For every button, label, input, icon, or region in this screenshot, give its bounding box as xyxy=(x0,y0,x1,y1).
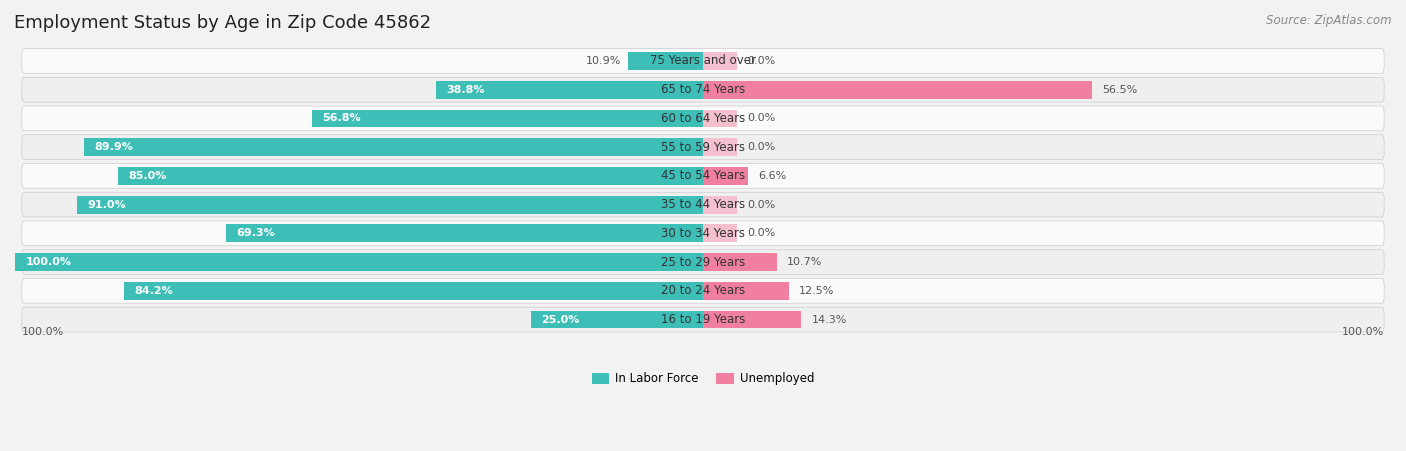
Text: 60 to 64 Years: 60 to 64 Years xyxy=(661,112,745,125)
Bar xyxy=(124,282,703,300)
FancyBboxPatch shape xyxy=(22,49,1384,74)
Text: 0.0%: 0.0% xyxy=(748,228,776,239)
Bar xyxy=(703,311,801,328)
Bar xyxy=(118,167,703,185)
Text: Employment Status by Age in Zip Code 45862: Employment Status by Age in Zip Code 458… xyxy=(14,14,432,32)
Text: 6.6%: 6.6% xyxy=(759,171,787,181)
Legend: In Labor Force, Unemployed: In Labor Force, Unemployed xyxy=(586,367,820,391)
Text: 35 to 44 Years: 35 to 44 Years xyxy=(661,198,745,211)
Bar xyxy=(15,253,703,271)
Text: 10.7%: 10.7% xyxy=(787,257,823,267)
Text: 10.9%: 10.9% xyxy=(586,56,621,66)
Text: 12.5%: 12.5% xyxy=(800,286,835,296)
Text: 25.0%: 25.0% xyxy=(541,314,579,325)
FancyBboxPatch shape xyxy=(22,221,1384,246)
Text: 45 to 54 Years: 45 to 54 Years xyxy=(661,170,745,182)
Bar xyxy=(703,282,789,300)
FancyBboxPatch shape xyxy=(22,106,1384,131)
Text: 25 to 29 Years: 25 to 29 Years xyxy=(661,256,745,269)
FancyBboxPatch shape xyxy=(22,77,1384,102)
Text: 30 to 34 Years: 30 to 34 Years xyxy=(661,227,745,240)
Bar xyxy=(312,110,703,127)
Bar xyxy=(703,52,737,70)
FancyBboxPatch shape xyxy=(22,135,1384,160)
Bar xyxy=(226,225,703,242)
FancyBboxPatch shape xyxy=(22,192,1384,217)
Text: 100.0%: 100.0% xyxy=(22,327,65,337)
Bar xyxy=(628,52,703,70)
Text: 56.8%: 56.8% xyxy=(322,113,361,124)
Bar xyxy=(703,138,737,156)
Text: 55 to 59 Years: 55 to 59 Years xyxy=(661,141,745,154)
Text: 0.0%: 0.0% xyxy=(748,142,776,152)
Text: Source: ZipAtlas.com: Source: ZipAtlas.com xyxy=(1267,14,1392,27)
Bar xyxy=(703,110,737,127)
FancyBboxPatch shape xyxy=(22,250,1384,275)
Text: 56.5%: 56.5% xyxy=(1102,85,1137,95)
Bar xyxy=(84,138,703,156)
Text: 100.0%: 100.0% xyxy=(1341,327,1384,337)
Bar xyxy=(703,225,737,242)
Text: 0.0%: 0.0% xyxy=(748,113,776,124)
Bar xyxy=(436,81,703,99)
Text: 91.0%: 91.0% xyxy=(87,200,127,210)
Text: 69.3%: 69.3% xyxy=(236,228,276,239)
Text: 0.0%: 0.0% xyxy=(748,200,776,210)
FancyBboxPatch shape xyxy=(22,278,1384,303)
Bar xyxy=(703,81,1091,99)
Text: 14.3%: 14.3% xyxy=(811,314,846,325)
Bar xyxy=(77,196,703,213)
Bar xyxy=(703,167,748,185)
Text: 85.0%: 85.0% xyxy=(128,171,167,181)
Text: 75 Years and over: 75 Years and over xyxy=(650,55,756,68)
FancyBboxPatch shape xyxy=(22,164,1384,188)
Text: 100.0%: 100.0% xyxy=(25,257,72,267)
Text: 0.0%: 0.0% xyxy=(748,56,776,66)
FancyBboxPatch shape xyxy=(22,307,1384,332)
Bar xyxy=(703,253,776,271)
Bar xyxy=(531,311,703,328)
Text: 65 to 74 Years: 65 to 74 Years xyxy=(661,83,745,96)
Text: 89.9%: 89.9% xyxy=(94,142,134,152)
Text: 20 to 24 Years: 20 to 24 Years xyxy=(661,284,745,297)
Bar xyxy=(703,196,737,213)
Text: 84.2%: 84.2% xyxy=(134,286,173,296)
Text: 38.8%: 38.8% xyxy=(446,85,485,95)
Text: 16 to 19 Years: 16 to 19 Years xyxy=(661,313,745,326)
